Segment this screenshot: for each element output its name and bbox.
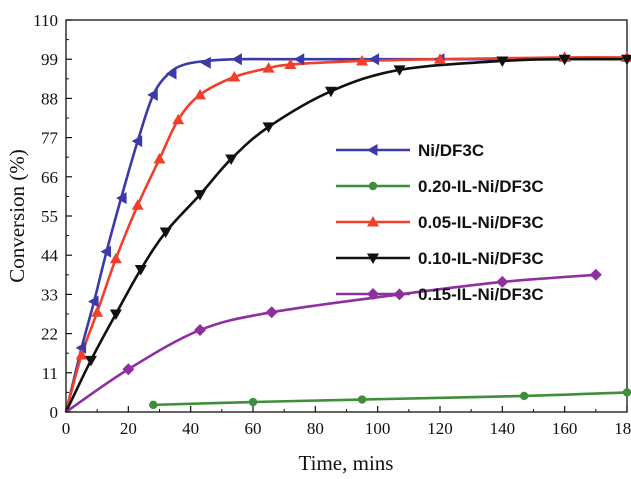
data-point-0-10-il-ni-df3c (262, 122, 275, 133)
legend: Ni/DF3C 0.20-IL-Ni/DF3C 0.05-IL-Ni/DF3C 0.1… (336, 141, 544, 304)
y-tick-label: 11 (42, 364, 58, 383)
data-point-0-10-il-ni-df3c (558, 54, 571, 66)
x-tick-label: 0 (62, 419, 71, 438)
y-tick-label: 44 (41, 246, 59, 265)
data-point-ni-df3c (200, 56, 211, 69)
y-tick-label: 99 (41, 50, 58, 69)
x-tick-label: 40 (182, 419, 199, 438)
y-tick-label: 0 (50, 403, 59, 422)
data-point-ni-df3c (88, 295, 99, 308)
data-point-0-10-il-ni-df3c (496, 56, 509, 67)
data-point-ni-df3c (100, 245, 112, 258)
series-line-0-10-il-ni-df3c (64, 57, 628, 413)
legend-marker-0-05-il-ni-df3c (367, 216, 379, 227)
x-tick-label: 80 (307, 419, 324, 438)
data-point-0-15-il-ni-df3c (265, 306, 278, 319)
data-point-0-15-il-ni-df3c (194, 324, 207, 337)
data-point-0-10-il-ni-df3c (393, 65, 406, 76)
series-markers (75, 51, 631, 410)
series-line-ni-df3c (64, 57, 627, 413)
legend-label-0-05-il-ni-df3c: 0.05-IL-Ni/DF3C (418, 213, 544, 232)
data-point-0-15-il-ni-df3c (122, 363, 135, 376)
legend-label-0-15-il-ni-df3c: 0.15-IL-Ni/DF3C (418, 285, 544, 304)
data-point-0-10-il-ni-df3c (621, 54, 631, 66)
y-tick-label: 55 (41, 207, 58, 226)
data-point-0-15-il-ni-df3c (589, 268, 602, 281)
y-tick-label: 22 (41, 325, 58, 344)
data-point-0-20-il-ni-df3c (622, 388, 631, 397)
y-tick-label: 77 (41, 129, 59, 148)
data-point-ni-df3c (165, 67, 177, 80)
series-line-0-20-il-ni-df3c (153, 391, 628, 407)
series-line-0-05-il-ni-df3c (64, 55, 628, 413)
y-axis-title: Conversion (%) (5, 149, 29, 283)
x-axis-ticks: 0 20 40 60 80 100 120 140 160 180 (62, 406, 631, 438)
y-tick-label: 33 (41, 285, 58, 304)
legend-marker-0-10-il-ni-df3c (367, 253, 379, 264)
data-point-0-05-il-ni-df3c (75, 348, 88, 360)
data-point-ni-df3c (116, 192, 127, 205)
data-point-0-05-il-ni-df3c (284, 58, 297, 70)
data-point-0-10-il-ni-df3c (134, 264, 147, 276)
data-point-0-10-il-ni-df3c (225, 154, 238, 165)
data-point-0-05-il-ni-df3c (356, 54, 369, 66)
data-point-0-20-il-ni-df3c (519, 391, 529, 401)
y-tick-label: 66 (41, 168, 58, 187)
data-point-0-05-il-ni-df3c (434, 53, 446, 64)
data-point-0-05-il-ni-df3c (109, 252, 122, 264)
legend-label-0-20-il-ni-df3c: 0.20-IL-Ni/DF3C (418, 177, 544, 196)
x-tick-label: 140 (490, 419, 516, 438)
data-point-0-05-il-ni-df3c (172, 113, 185, 125)
legend-marker-0-20-il-ni-df3c (368, 181, 378, 191)
data-point-0-05-il-ni-df3c (91, 306, 104, 317)
data-point-ni-df3c (75, 341, 87, 354)
data-point-0-20-il-ni-df3c (149, 400, 158, 410)
data-point-0-10-il-ni-df3c (159, 227, 172, 239)
data-point-0-20-il-ni-df3c (357, 395, 367, 404)
x-tick-label: 160 (552, 419, 578, 438)
x-tick-label: 60 (245, 419, 262, 438)
legend-marker-0-15-il-ni-df3c (367, 288, 379, 300)
legend-label-0-10-il-ni-df3c: 0.10-IL-Ni/DF3C (418, 249, 544, 268)
data-point-0-20-il-ni-df3c (248, 397, 258, 407)
x-tick-label: 20 (120, 419, 137, 438)
data-point-0-05-il-ni-df3c (262, 62, 275, 73)
data-point-ni-df3c (231, 53, 242, 66)
data-point-0-10-il-ni-df3c (109, 309, 122, 320)
data-point-0-10-il-ni-df3c (194, 190, 207, 201)
legend-label-ni-df3c: Ni/DF3C (418, 141, 484, 160)
data-point-0-05-il-ni-df3c (153, 152, 166, 164)
y-axis-ticks: 0 11 22 33 44 55 66 77 88 99 110 (33, 11, 72, 422)
data-point-ni-df3c (147, 88, 158, 101)
data-point-ni-df3c (293, 53, 305, 66)
data-point-ni-df3c (131, 135, 143, 148)
x-tick-label: 120 (427, 419, 453, 438)
legend-marker-ni-df3c (367, 144, 378, 156)
x-tick-label: 180 (614, 419, 631, 438)
data-point-ni-df3c (368, 53, 380, 66)
series-curves (64, 55, 628, 414)
x-tick-label: 100 (365, 419, 391, 438)
y-tick-label: 110 (33, 11, 58, 30)
data-point-0-05-il-ni-df3c (131, 199, 144, 210)
data-point-0-15-il-ni-df3c (496, 275, 509, 288)
x-axis-title: Time, mins (299, 451, 394, 475)
data-point-0-10-il-ni-df3c (324, 86, 337, 98)
data-point-0-10-il-ni-df3c (84, 355, 97, 367)
data-point-0-05-il-ni-df3c (194, 88, 207, 100)
data-point-0-05-il-ni-df3c (228, 71, 241, 82)
y-tick-label: 88 (41, 89, 58, 108)
